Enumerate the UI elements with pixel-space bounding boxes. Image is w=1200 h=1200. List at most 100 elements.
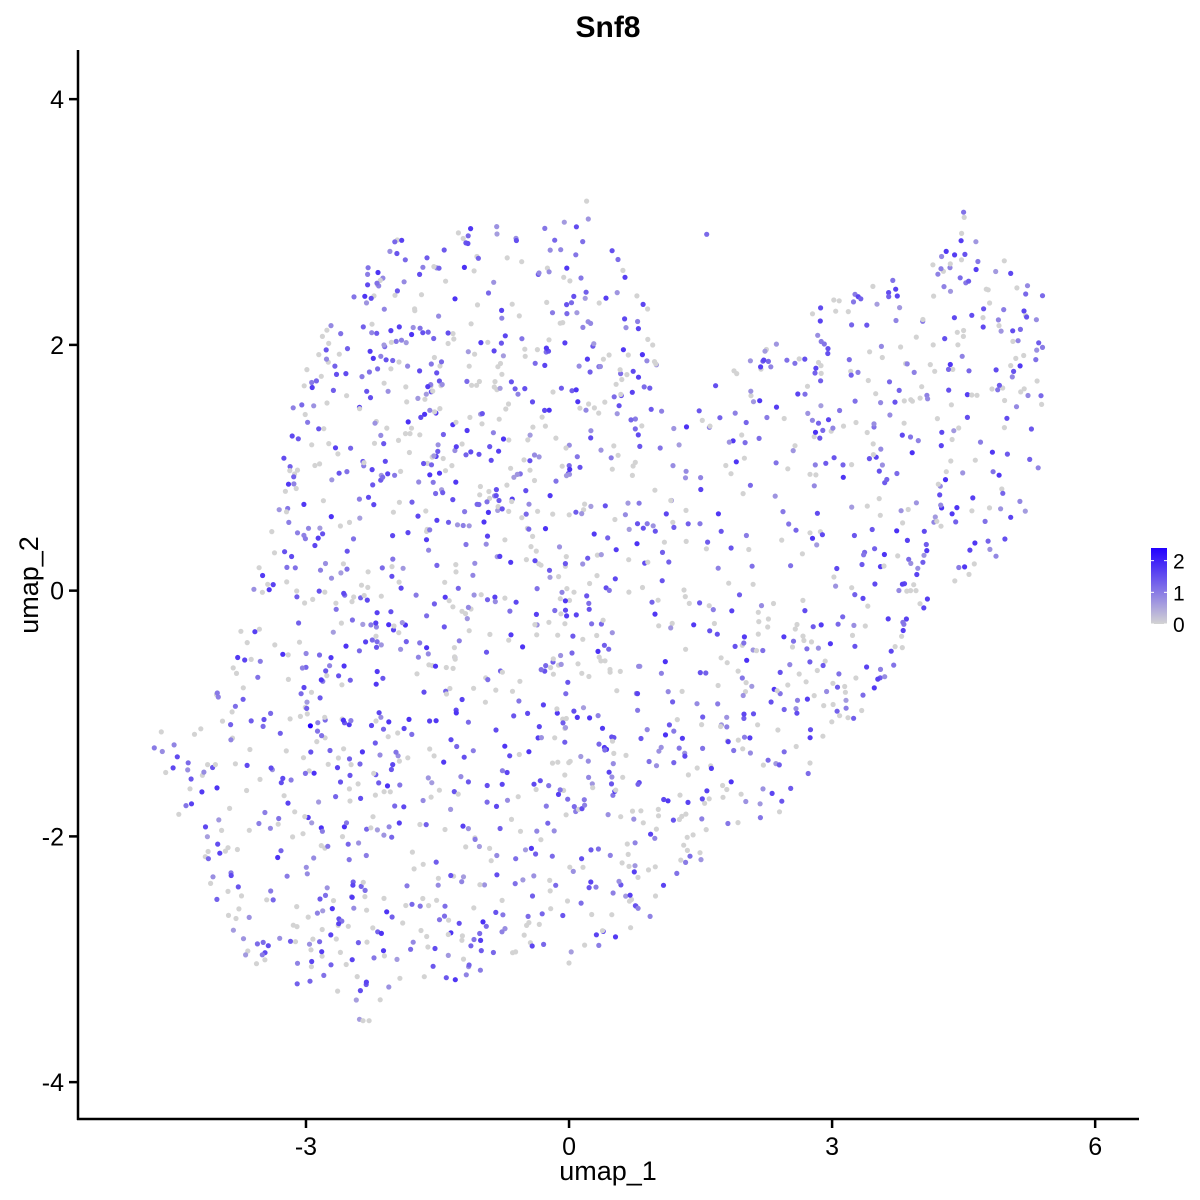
cell-point [634, 541, 640, 547]
cell-point [468, 321, 474, 327]
cell-point [522, 847, 529, 853]
cell-point [416, 479, 422, 485]
cell-point [594, 573, 600, 579]
cell-point [803, 679, 809, 685]
cell-point [593, 932, 600, 938]
cell-point [682, 594, 688, 600]
cell-point [851, 532, 858, 539]
cell-point [398, 337, 405, 343]
cell-point [760, 762, 767, 768]
cell-point [499, 371, 505, 377]
cell-point [685, 772, 692, 778]
cell-point [509, 498, 515, 505]
cell-point [578, 753, 584, 760]
cell-point [564, 265, 570, 271]
cell-point [652, 528, 658, 534]
cell-point [174, 754, 180, 760]
cell-point [533, 611, 540, 618]
cell-point [325, 761, 331, 767]
cell-point [739, 432, 745, 438]
cell-point [232, 703, 238, 709]
cell-point [506, 637, 512, 643]
cell-point [484, 782, 490, 789]
cell-point [362, 293, 368, 299]
cell-point [969, 508, 975, 514]
cell-point [530, 533, 536, 540]
cell-point [546, 783, 552, 789]
cell-point [526, 501, 532, 507]
cell-point [246, 827, 252, 833]
cell-point [376, 710, 382, 716]
cell-point [748, 388, 754, 394]
cell-point [304, 705, 310, 712]
cell-point [323, 668, 329, 674]
cell-point [789, 644, 796, 650]
cell-point [852, 643, 858, 649]
cell-point [653, 361, 659, 367]
cell-point [429, 780, 435, 786]
cell-point [414, 671, 420, 677]
cell-point [1010, 328, 1016, 334]
cell-point [1035, 465, 1041, 471]
cell-point [320, 531, 326, 537]
cell-point [579, 856, 585, 862]
cell-point [447, 685, 453, 692]
cell-point [277, 935, 283, 941]
cell-point [610, 890, 616, 896]
cell-point [591, 405, 598, 411]
cell-point [614, 688, 620, 694]
cell-point [686, 600, 692, 607]
cell-point [309, 820, 315, 826]
cell-point [319, 333, 325, 339]
cell-point [871, 685, 877, 691]
cell-point [710, 607, 716, 613]
cell-point [873, 391, 879, 397]
cell-point [679, 688, 685, 695]
cell-point [553, 478, 559, 484]
cell-point [488, 457, 494, 463]
cell-point [837, 407, 843, 414]
cell-point [322, 892, 329, 899]
cell-point [812, 370, 818, 376]
cell-point [496, 416, 502, 422]
cell-point [735, 668, 741, 674]
cell-point [596, 410, 602, 416]
cell-point [571, 589, 577, 595]
cell-point [388, 766, 394, 773]
cell-point [861, 552, 867, 558]
cell-point [426, 547, 432, 553]
cell-point [790, 448, 796, 454]
cell-point [517, 828, 524, 834]
cell-point [576, 363, 582, 369]
cell-point [519, 515, 525, 521]
cell-point [405, 419, 411, 425]
cell-point [476, 501, 482, 508]
cell-point [554, 710, 560, 716]
cell-point [415, 513, 421, 519]
cell-point [703, 546, 710, 552]
cell-point [427, 746, 433, 752]
cell-point [424, 933, 430, 940]
cell-point [938, 266, 944, 272]
cell-point [349, 957, 355, 963]
cell-point [422, 411, 428, 417]
cell-point [650, 342, 656, 348]
cell-point [367, 395, 374, 401]
cell-point [694, 701, 700, 707]
cell-point [1038, 393, 1044, 399]
cell-point [225, 912, 232, 919]
cell-point [255, 674, 261, 680]
cell-point [532, 558, 538, 564]
cell-point [921, 528, 927, 534]
cell-point [946, 387, 952, 393]
cell-point [398, 585, 404, 591]
cell-point [285, 800, 291, 806]
cell-point [440, 490, 446, 496]
cell-point [564, 898, 571, 904]
cell-point [394, 250, 400, 257]
cell-point [304, 367, 310, 373]
cell-point [656, 748, 662, 754]
cell-point [316, 799, 322, 805]
cell-point [290, 834, 296, 840]
cell-point [559, 463, 565, 469]
